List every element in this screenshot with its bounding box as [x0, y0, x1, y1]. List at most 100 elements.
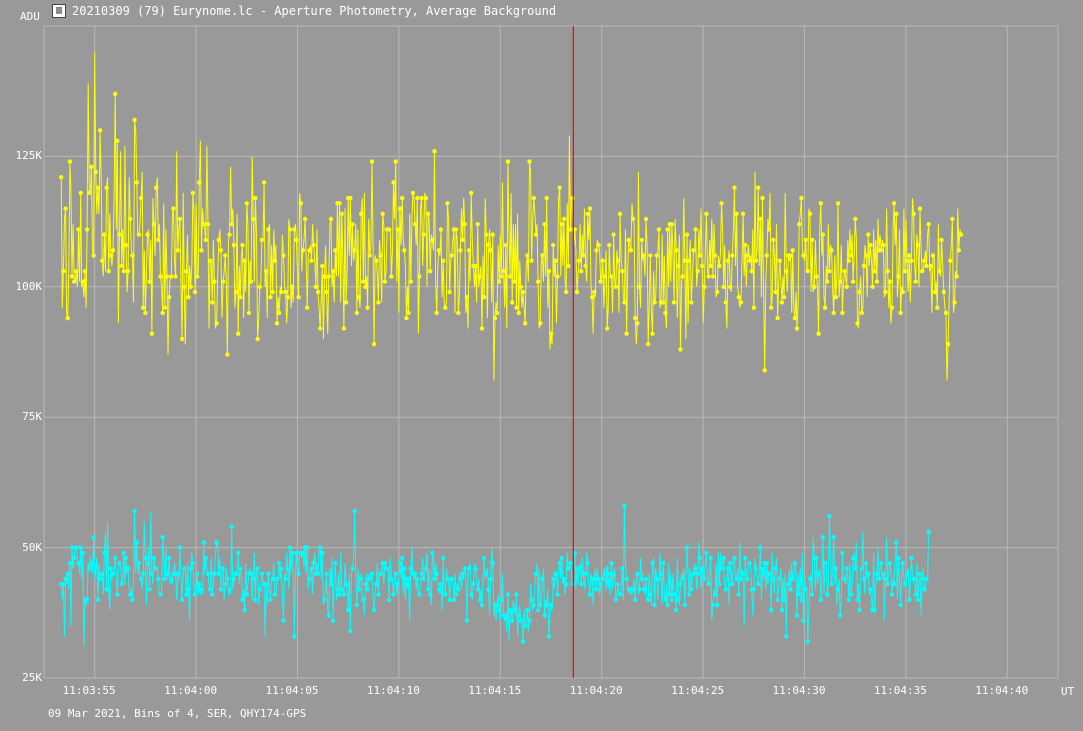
target-point: [628, 248, 634, 253]
target-point: [460, 237, 465, 243]
comparison-point: [484, 571, 489, 576]
target-point: [436, 248, 442, 253]
comparison-point: [428, 592, 433, 597]
target-point: [494, 310, 500, 316]
comparison-point: [829, 581, 834, 587]
target-point: [691, 248, 696, 253]
target-point: [261, 180, 267, 185]
target-point: [574, 289, 580, 295]
target-point: [585, 211, 590, 216]
comparison-point: [456, 587, 461, 592]
comparison-point: [842, 576, 847, 582]
target-point: [883, 289, 888, 295]
target-point: [846, 258, 851, 263]
comparison-point: [141, 571, 146, 576]
comparison-point: [887, 561, 892, 566]
target-point: [779, 300, 785, 305]
comparison-point: [136, 561, 142, 566]
target-point: [186, 295, 191, 300]
comparison-point: [74, 545, 79, 550]
comparison-point: [164, 571, 170, 576]
target-point: [661, 300, 666, 305]
comparison-point: [130, 597, 135, 602]
comparison-point: [559, 555, 564, 561]
target-point: [164, 274, 170, 279]
comparison-point: [693, 566, 698, 571]
target-point: [592, 289, 597, 295]
comparison-point: [479, 602, 485, 608]
comparison-point: [803, 587, 808, 592]
target-point: [59, 175, 64, 180]
comparison-point: [203, 555, 208, 561]
comparison-point: [656, 576, 662, 582]
target-point: [285, 295, 290, 300]
comparison-point: [255, 566, 260, 571]
comparison-point: [786, 581, 791, 587]
comparison-point: [462, 566, 467, 571]
comparison-point: [147, 587, 152, 592]
comparison-point: [421, 576, 426, 582]
target-point: [568, 227, 573, 232]
target-point: [708, 263, 713, 269]
comparison-point: [855, 597, 860, 602]
target-point: [330, 269, 336, 274]
target-point: [656, 227, 662, 232]
target-point: [259, 237, 265, 243]
comparison-point: [106, 587, 111, 592]
target-point: [730, 253, 735, 258]
target-point: [410, 190, 416, 196]
comparison-point: [289, 550, 295, 555]
target-point: [499, 274, 504, 279]
target-point: [891, 201, 897, 206]
target-point: [378, 253, 383, 258]
target-point: [91, 253, 96, 258]
comparison-point: [743, 555, 748, 561]
target-point: [380, 211, 385, 216]
target-point: [309, 258, 314, 263]
comparison-point: [244, 592, 249, 597]
comparison-point: [822, 561, 828, 566]
comparison-point: [76, 561, 81, 566]
target-point: [516, 310, 521, 316]
target-point: [799, 195, 804, 201]
target-point: [734, 211, 739, 216]
comparison-point: [861, 576, 867, 582]
comparison-point: [512, 608, 517, 613]
target-point: [324, 289, 329, 295]
target-point: [533, 232, 539, 237]
target-point: [348, 195, 353, 201]
comparison-point: [339, 587, 344, 592]
comparison-point: [374, 581, 379, 587]
target-point: [438, 227, 444, 232]
comparison-point: [807, 576, 813, 582]
comparison-point: [797, 592, 802, 597]
comparison-point: [231, 576, 237, 582]
comparison-point: [831, 535, 836, 540]
target-point: [343, 300, 349, 305]
comparison-point: [669, 597, 675, 602]
target-point: [894, 211, 899, 216]
comparison-point: [296, 571, 301, 576]
target-point: [84, 227, 90, 232]
target-point: [596, 242, 601, 248]
target-point: [171, 206, 176, 211]
comparison-point: [149, 571, 155, 576]
target-point: [119, 263, 124, 269]
target-point: [855, 321, 860, 326]
target-point: [356, 295, 362, 300]
comparison-point: [794, 613, 800, 618]
target-point: [132, 117, 137, 123]
target-point: [417, 274, 422, 279]
comparison-point: [516, 613, 521, 618]
target-point: [695, 269, 700, 274]
comparison-point: [348, 628, 353, 634]
comparison-point: [889, 592, 895, 597]
comparison-point: [119, 581, 124, 587]
comparison-point: [721, 555, 726, 561]
target-point: [283, 289, 288, 295]
target-point: [917, 206, 923, 211]
photometry-app-icon[interactable]: ▥: [52, 4, 66, 18]
comparison-point: [197, 581, 202, 587]
